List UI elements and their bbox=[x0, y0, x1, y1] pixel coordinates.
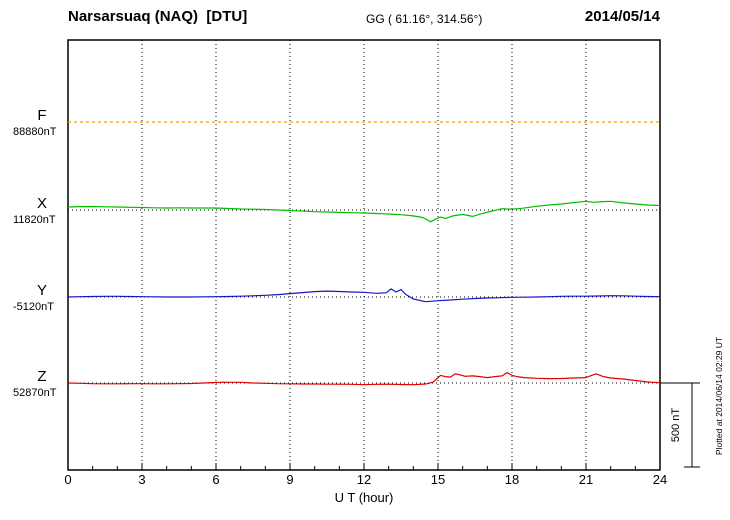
series-value-F: 88880nT bbox=[13, 126, 57, 138]
scale-bar-label: 500 nT bbox=[670, 408, 682, 443]
geographic-coordinates: GG ( 61.16°, 314.56°) bbox=[366, 12, 483, 26]
series-labels: F 88880nT X 11820nT Y -5120nT Z 52870nT bbox=[13, 107, 57, 399]
scale-bar: 500 nT bbox=[660, 382, 700, 468]
x-tick-label: 21 bbox=[579, 472, 593, 487]
series-letter-Z: Z bbox=[37, 368, 46, 385]
series-value-Y: -5120nT bbox=[13, 301, 54, 313]
x-tick-label: 18 bbox=[505, 472, 519, 487]
x-tick-label: 9 bbox=[286, 472, 293, 487]
x-tick-label: 12 bbox=[357, 472, 371, 487]
x-tick-label: 6 bbox=[212, 472, 219, 487]
x-tick-label: 24 bbox=[653, 472, 667, 487]
x-tick-label: 15 bbox=[431, 472, 445, 487]
series-letter-F: F bbox=[37, 107, 46, 124]
grid-lines bbox=[141, 40, 587, 470]
x-axis-tick-labels: 0 3 6 9 12 15 18 21 24 bbox=[64, 472, 667, 487]
series-value-X: 11820nT bbox=[13, 214, 56, 226]
x-axis-ticks bbox=[67, 463, 661, 470]
x-tick-label: 0 bbox=[64, 472, 71, 487]
x-axis-title: U T (hour) bbox=[335, 490, 394, 505]
trace-Z bbox=[67, 372, 661, 386]
trace-X bbox=[67, 200, 661, 223]
component-baselines bbox=[68, 209, 660, 384]
station-title: Narsarsuaq (NAQ) [DTU] bbox=[68, 8, 248, 25]
plot-date: 2014/05/14 bbox=[584, 8, 660, 25]
trace-Y bbox=[67, 288, 661, 303]
data-traces bbox=[67, 121, 661, 386]
series-value-Z: 52870nT bbox=[13, 387, 57, 399]
x-tick-label: 3 bbox=[138, 472, 145, 487]
series-letter-Y: Y bbox=[37, 282, 47, 299]
series-letter-X: X bbox=[37, 195, 47, 212]
watermark: Plotted at 2014/06/14 02:29 UT bbox=[714, 337, 724, 455]
